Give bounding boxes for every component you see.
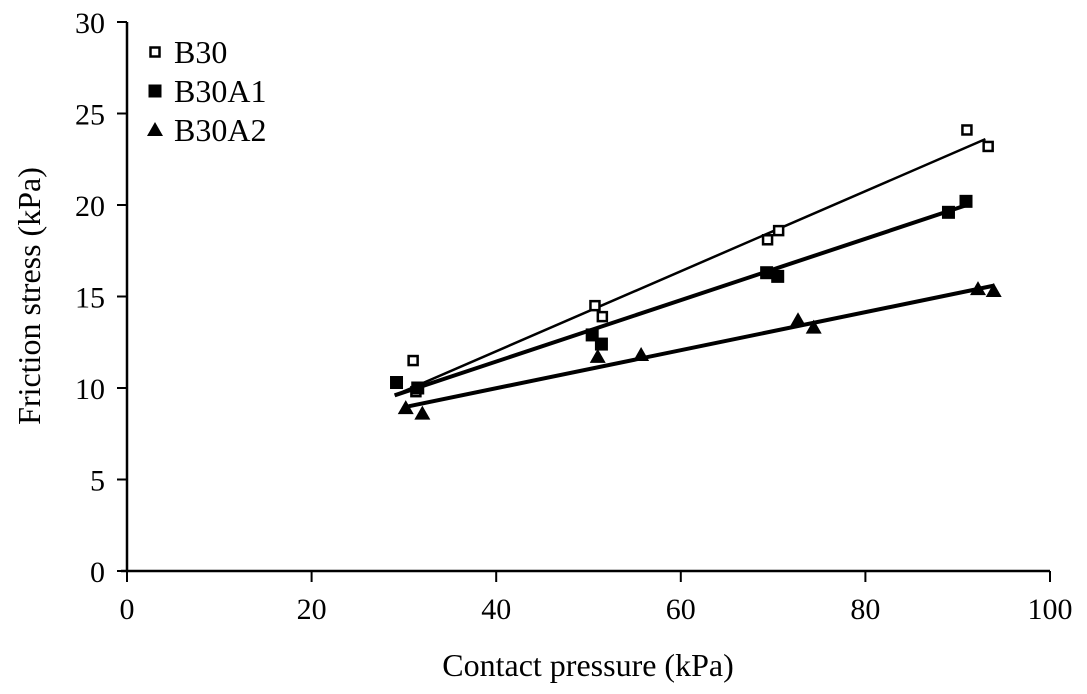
x-tick-label: 100 [1028,593,1073,626]
data-point-b30a2 [414,405,431,420]
x-tick-label: 20 [297,593,327,626]
trendlines [394,137,996,409]
data-point-b30a1 [771,269,785,283]
data-point-b30 [772,224,785,237]
x-axis-label: Contact pressure (kPa) [442,647,733,683]
axes [117,21,1051,582]
y-tick-label: 5 [90,465,105,498]
y-tick-label: 20 [75,190,105,223]
data-point-b30a2 [970,281,987,296]
y-tick-label: 25 [75,99,105,132]
data-point-b30 [407,354,419,367]
data-point-b30a2 [790,312,807,327]
y-tick-label: 10 [75,373,105,406]
legend-label: B30 [174,34,227,70]
y-tick-label: 30 [75,7,105,40]
data-point-b30 [982,140,994,153]
tick-labels: 0 5 10 15 20 25 30 0 20 40 60 80 100 [75,7,1073,626]
trendline-b30 [394,137,986,397]
legend-marker-b30a2 [147,122,163,136]
data-point-b30a1 [594,337,608,351]
x-tick-label: 80 [850,593,880,626]
y-tick-label: 0 [90,556,105,589]
x-tick-label: 40 [481,593,511,626]
trendline-b30a2 [408,283,996,409]
data-point-b30 [961,124,973,136]
data-point-b30 [761,234,774,246]
x-tick-label: 0 [120,593,135,626]
data-point-b30a2 [633,347,650,362]
data-point-b30a2 [589,348,606,363]
data-points [390,124,1002,420]
x-tick-label: 60 [666,593,696,626]
legend-label: B30A1 [174,73,266,109]
data-point-b30a2 [985,283,1002,298]
data-point-b30 [589,299,601,312]
data-point-b30a1 [941,205,955,219]
y-axis-label: Friction stress (kPa) [11,167,47,425]
data-point-b30a1 [390,376,404,390]
data-point-b30a1 [411,381,425,395]
data-point-b30a1 [760,266,774,280]
legend-label: B30A2 [174,112,266,148]
legend-marker-b30 [149,46,161,58]
data-point-b30a2 [397,400,414,415]
data-point-b30a1 [959,194,973,208]
trendline-b30a1 [394,203,968,398]
y-tick-label: 15 [75,282,105,315]
legend-marker-b30a1 [148,84,162,98]
data-point-b30a2 [805,319,822,334]
data-point-b30 [596,310,609,323]
